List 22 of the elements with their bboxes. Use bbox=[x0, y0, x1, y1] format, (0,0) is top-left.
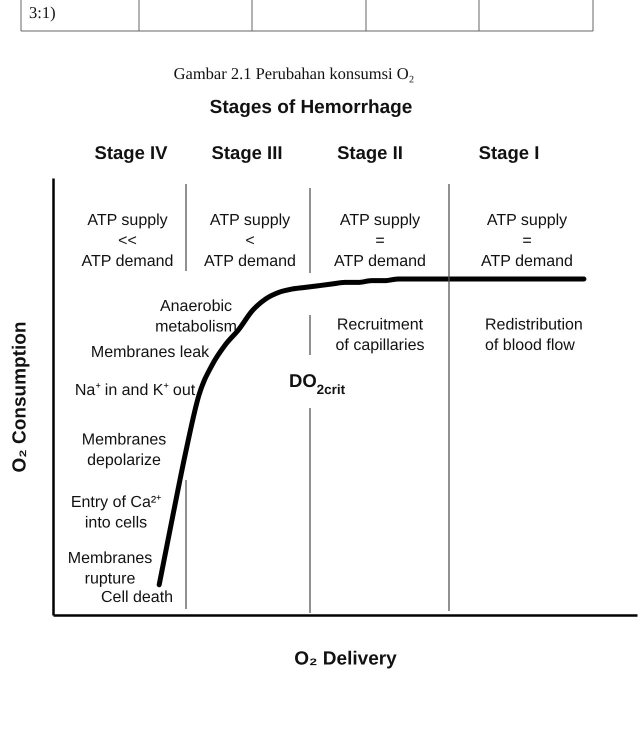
text: 3:1) bbox=[29, 3, 56, 22]
text: ATP supply << ATP demand bbox=[82, 212, 174, 270]
annotation: Na⁺ in and K⁺ out bbox=[74, 382, 196, 399]
annotation: Membranes depolarize bbox=[82, 432, 166, 469]
annotation: Membranes leak bbox=[90, 344, 210, 361]
chart-title: Stages of Hemorrhage bbox=[210, 97, 412, 118]
text: ATP supply = ATP demand bbox=[481, 212, 573, 270]
text: ATP supply < ATP demand bbox=[204, 212, 296, 270]
annotation: Anaerobic metabolism bbox=[155, 298, 237, 336]
annotation: Entry of Ca²⁺ into cells bbox=[70, 494, 162, 532]
annotation: Recruitment of capillaries bbox=[336, 316, 424, 354]
y-axis-title: O₂ Consumption bbox=[10, 322, 30, 472]
text: ATP supply = ATP demand bbox=[334, 212, 426, 270]
text: Gambar 2.1 Perubahan konsumsi O₂ bbox=[174, 64, 414, 83]
text: Stage III bbox=[212, 142, 282, 163]
annotation: Membranes rupture bbox=[68, 550, 152, 588]
text: Stage IV bbox=[94, 142, 168, 163]
x-axis-title: O₂ Delivery bbox=[294, 648, 398, 670]
annotation: Redistribution of blood flow bbox=[485, 316, 583, 354]
annotation: Cell death bbox=[100, 589, 174, 606]
text: Stage II bbox=[337, 142, 403, 163]
text: Stage I bbox=[478, 142, 540, 163]
